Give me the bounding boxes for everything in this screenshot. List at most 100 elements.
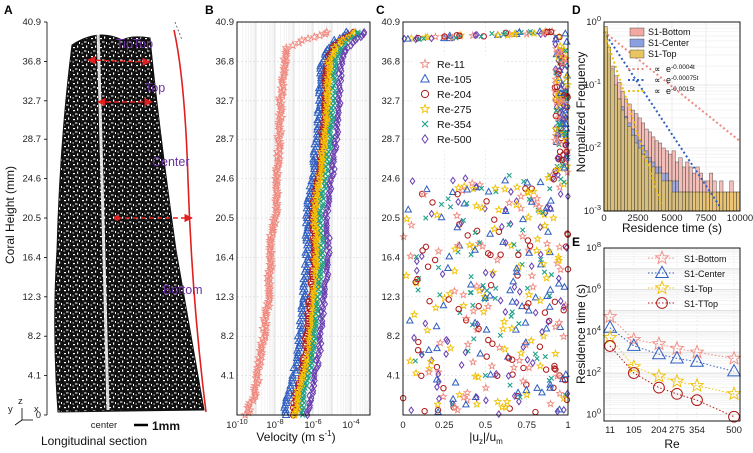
panel-c-point [473, 372, 483, 381]
panel-c-point [562, 37, 571, 45]
panel-b-point [255, 360, 265, 370]
panel-b-point [299, 281, 308, 290]
panel-e-xlabel: Re [664, 437, 680, 451]
panel-d-legend-fit-label: e-0.0015t [666, 86, 695, 96]
panel-c-point [431, 32, 440, 41]
panel-c-point [508, 187, 514, 196]
panel-c-point [443, 350, 449, 359]
panel-b-point [309, 164, 319, 173]
panel-c-legend-label: Re-500 [437, 134, 472, 146]
panel-c-point [487, 361, 497, 370]
panel-c-point [541, 269, 548, 275]
panel-d-bar [692, 191, 697, 212]
panel-c-point [542, 273, 551, 282]
panel-b-point [285, 388, 295, 397]
panel-b-point [301, 357, 312, 368]
panel-b-point [318, 134, 328, 144]
panel-b-frame [236, 21, 371, 416]
panel-c-point [518, 29, 524, 36]
panel-c-point [507, 219, 514, 228]
panel-c-point [564, 389, 571, 398]
panel-a-tick-label: 36.8 [23, 56, 42, 67]
panel-e-series-s1-top [602, 329, 742, 401]
panel-d-bar [668, 180, 673, 212]
panel-c-point [516, 397, 522, 406]
panel-b-point [313, 356, 320, 365]
region-label-tiptop: TipTop [116, 37, 153, 51]
panel-e-point [626, 358, 642, 374]
panel-d-bar [631, 134, 635, 212]
panel-letter-e: E [572, 235, 580, 249]
panel-c-point [548, 272, 555, 278]
panel-c-point [520, 227, 526, 233]
panel-b-point [311, 264, 321, 274]
panel-c-point [491, 216, 498, 223]
panel-b-point [273, 159, 284, 169]
panel-e-xtick-label: 204 [651, 425, 667, 436]
panel-b-point [323, 56, 334, 66]
panel-d-legend-label: S1-Center [648, 38, 689, 48]
panel-c-point [500, 344, 510, 353]
panel-c-point [561, 179, 567, 185]
panel-b-point [309, 159, 319, 168]
panel-b-point [304, 257, 313, 266]
panel-b-point [318, 159, 328, 169]
panel-e-point [689, 353, 705, 367]
panel-c-point [560, 106, 569, 114]
panel-b-point [335, 88, 343, 98]
panel-c-point [559, 162, 566, 168]
panel-c-point [559, 331, 568, 341]
panel-c-point [562, 243, 570, 250]
panel-e-point [726, 385, 742, 401]
panel-c-point [483, 301, 493, 311]
panel-b-point [260, 328, 271, 338]
panel-b-point [274, 95, 285, 105]
panel-c-point [551, 349, 561, 358]
panel-c-point [462, 348, 469, 357]
panel-e-point [651, 368, 667, 383]
panel-b-xtick-label: 10-8 [266, 417, 283, 431]
panel-c-point [501, 176, 510, 184]
panel-b-point [250, 390, 261, 400]
panel-c-point [559, 62, 566, 72]
panel-c-point [500, 31, 507, 38]
panel-c-point [451, 378, 460, 386]
panel-c-point [435, 264, 442, 271]
panel-c-point [426, 356, 436, 366]
panel-e-ytick-label-exp: 8 [597, 240, 601, 249]
panel-d-bar [722, 191, 727, 212]
panel-c-xlabel: |uz|/um [469, 430, 503, 446]
panel-b-point [283, 391, 292, 399]
panel-c-point [563, 148, 570, 156]
panel-c-point [532, 245, 542, 255]
panel-b-point [295, 333, 305, 342]
panel-b-point [279, 54, 289, 64]
panel-c-point [552, 168, 559, 177]
panel-d-legend-swatch [629, 49, 645, 59]
panel-e-series-s1-center [602, 319, 742, 377]
panel-c-point [468, 251, 474, 258]
panel-b-point [322, 78, 332, 88]
panel-c-point [515, 251, 522, 259]
panel-b-point [304, 372, 311, 379]
panel-b-point [329, 150, 336, 159]
panel-c-point [477, 240, 483, 246]
panel-c-point [429, 199, 436, 206]
panel-b-point [294, 343, 304, 352]
panel-d-plot [603, 26, 741, 212]
panel-c-point [421, 32, 431, 42]
panel-d-ytick-label-base: 10 [584, 80, 595, 91]
panel-b-point [261, 311, 271, 321]
panel-d-bar [603, 26, 608, 212]
panel-c-point [556, 322, 565, 330]
panel-c-point [560, 405, 567, 414]
panel-b-point [325, 199, 332, 208]
panel-b-point [338, 76, 345, 85]
panel-c-point [552, 366, 559, 373]
panel-d-ytick-label-base: 10 [584, 206, 595, 217]
panel-a-tick-label: 0 [36, 410, 41, 421]
panel-d-bar [736, 191, 741, 212]
panel-c-point [478, 33, 484, 40]
panel-b-point [329, 119, 336, 126]
